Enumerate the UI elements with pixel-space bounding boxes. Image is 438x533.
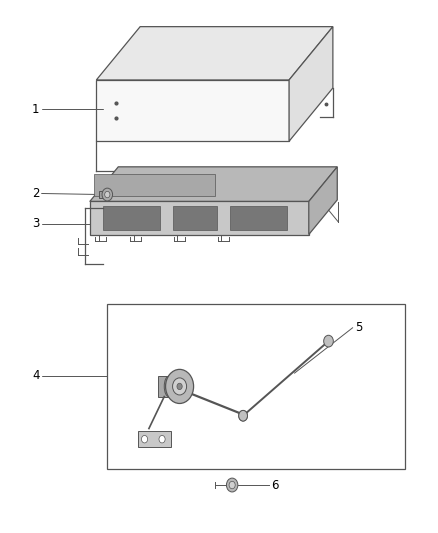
Circle shape: [324, 335, 333, 347]
Polygon shape: [96, 27, 333, 80]
Bar: [99, 191, 105, 198]
Polygon shape: [96, 80, 289, 141]
Circle shape: [105, 191, 110, 198]
Circle shape: [177, 383, 182, 390]
Bar: [230, 206, 287, 230]
Bar: [158, 376, 180, 397]
Polygon shape: [309, 167, 337, 235]
Ellipse shape: [164, 376, 173, 397]
Bar: [103, 206, 160, 230]
Polygon shape: [289, 27, 333, 141]
Circle shape: [159, 435, 165, 443]
Bar: [138, 431, 171, 447]
Circle shape: [229, 481, 235, 489]
Circle shape: [239, 410, 247, 421]
Circle shape: [226, 478, 238, 492]
Circle shape: [141, 435, 148, 443]
Bar: [107, 304, 405, 469]
Polygon shape: [90, 167, 337, 201]
Bar: [94, 174, 215, 196]
Text: 5: 5: [355, 321, 362, 334]
Polygon shape: [90, 201, 309, 235]
Circle shape: [166, 369, 194, 403]
Text: 2: 2: [32, 187, 39, 200]
Ellipse shape: [176, 376, 184, 397]
Circle shape: [102, 188, 113, 201]
Circle shape: [239, 410, 247, 421]
Bar: [173, 206, 217, 230]
Text: 6: 6: [272, 479, 279, 491]
Text: 1: 1: [32, 103, 39, 116]
Text: 4: 4: [32, 369, 39, 382]
Text: 3: 3: [32, 217, 39, 230]
Circle shape: [173, 378, 187, 395]
